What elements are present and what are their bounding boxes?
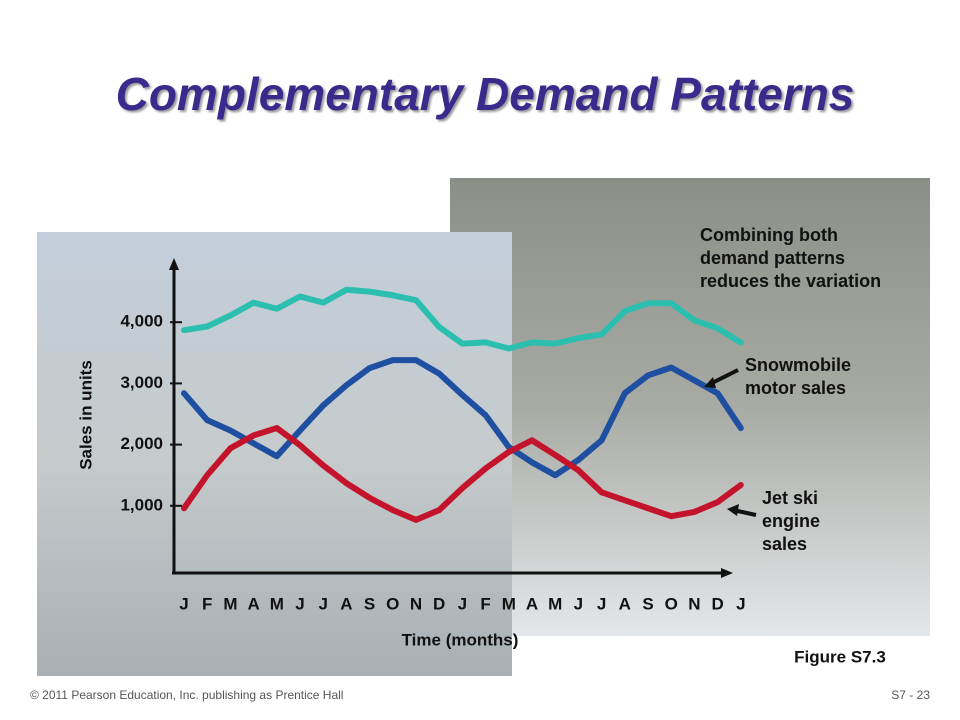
x-tick-label: N	[410, 594, 422, 613]
x-tick-label: J	[736, 594, 745, 613]
annotation-jetski: Jet ski engine sales	[762, 488, 821, 554]
x-tick-label: J	[574, 594, 583, 613]
annotation-snowmobile: Snowmobile motor sales	[745, 355, 852, 398]
x-tick-label: S	[364, 594, 375, 613]
series-line	[181, 425, 744, 523]
x-tick-label: D	[433, 594, 445, 613]
x-tick-label: J	[318, 594, 327, 613]
x-tick-label: J	[458, 594, 467, 613]
y-tick-label: 3,000	[120, 373, 163, 392]
arrowhead	[727, 504, 739, 516]
y-arrow	[169, 258, 179, 270]
y-tick-label: 4,000	[120, 312, 163, 331]
x-tick-label: A	[340, 594, 352, 613]
x-tick-label: F	[202, 594, 212, 613]
x-tick-label: M	[502, 594, 516, 613]
x-tick-label: A	[619, 594, 631, 613]
x-tick-label: F	[480, 594, 490, 613]
x-tick-label: M	[270, 594, 284, 613]
x-tick-label: A	[247, 594, 259, 613]
x-tick-label: S	[642, 594, 653, 613]
x-tick-label: O	[386, 594, 399, 613]
y-tick-label: 1,000	[120, 495, 163, 514]
x-tick-label: J	[295, 594, 304, 613]
x-tick-label: D	[711, 594, 723, 613]
series-line	[181, 286, 744, 352]
series-line	[181, 357, 744, 479]
x-tick-label: N	[688, 594, 700, 613]
x-axis-label: Time (months)	[402, 630, 519, 649]
photo-snowmobile	[450, 178, 930, 636]
x-arrow	[721, 568, 733, 578]
footer-left: © 2011 Pearson Education, Inc. publishin…	[30, 688, 343, 702]
arrowhead	[704, 377, 716, 388]
x-tick-label: J	[179, 594, 188, 613]
footer-right: S7 - 23	[891, 688, 930, 702]
y-tick-label: 2,000	[120, 434, 163, 453]
x-tick-label: A	[526, 594, 538, 613]
y-axis-label: Sales in units	[76, 360, 95, 470]
x-tick-label: J	[597, 594, 606, 613]
annotation-combined: Combining both demand patterns reduces t…	[700, 225, 882, 291]
x-tick-label: M	[223, 594, 237, 613]
x-tick-label: M	[548, 594, 562, 613]
x-tick-label: O	[665, 594, 678, 613]
title: Complementary Demand Patterns	[115, 68, 855, 120]
figure-label: Figure S7.3	[794, 647, 886, 666]
